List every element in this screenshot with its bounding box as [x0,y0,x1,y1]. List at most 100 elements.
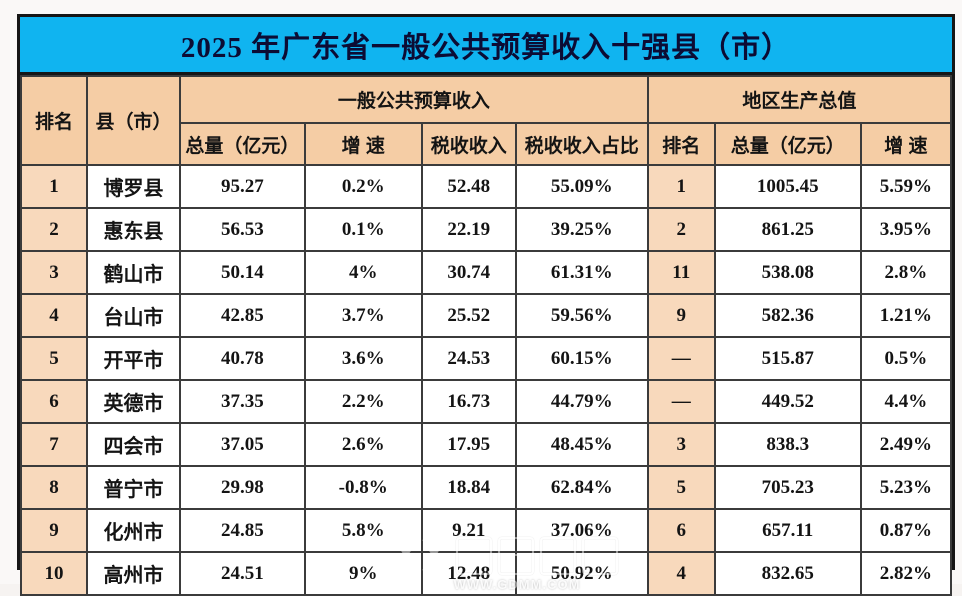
cell-growth: 5.8% [303,508,423,553]
cell-total: 37.35 [179,379,306,424]
header-total: 总量（亿元） [179,122,306,166]
group-header-revenue: 一般公共预算收入 [179,75,649,124]
cell-gdp-total: 832.65 [713,551,862,596]
table-sheet: 2025 年广东省一般公共预算收入十强县（市） 排名 县（市） 一般公共预算收入 [17,14,955,596]
cell-gdp-rank: 6 [646,508,716,553]
cell-gdp-rank: 5 [646,465,716,510]
cell-total: 37.05 [179,422,306,467]
header-gdp-rank: 排名 [646,122,716,166]
cell-gdp-growth: 4.4% [859,379,953,424]
cell-rank: 1 [19,164,89,209]
cell-growth: 4% [303,250,423,295]
cell-county: 英德市 [86,379,182,424]
table-body: 1 博罗县 95.27 0.2% 52.48 55.09% 1 1005.45 5.59% 2 惠东… [19,164,953,596]
cell-county: 化州市 [86,508,182,553]
cell-rank: 5 [19,336,89,381]
cell-total: 24.51 [179,551,306,596]
cell-gdp-rank: 4 [646,551,716,596]
cell-gdp-total: 449.52 [713,379,862,424]
cell-total: 42.85 [179,293,306,338]
table-row: 1 博罗县 95.27 0.2% 52.48 55.09% 1 1005.45 5.59% [19,164,953,209]
cell-tax: 17.95 [420,422,517,467]
cell-gdp-growth: 1.21% [859,293,953,338]
cell-tax: 9.21 [420,508,517,553]
cell-total: 29.98 [179,465,306,510]
cell-tax: 52.48 [420,164,517,209]
cell-gdp-growth: 3.95% [859,207,953,252]
cell-growth: -0.8% [303,465,423,510]
budget-ranking-table: 排名 县（市） 一般公共预算收入 地区生产总值 总量（亿元） 增 速 税收收入 … [19,75,953,596]
cell-tax-share: 62.84% [514,465,649,510]
cell-gdp-growth: 2.8% [859,250,953,295]
screenshot-root: 2025 年广东省一般公共预算收入十强县（市） 排名 县（市） 一般公共预算收入 [17,14,955,596]
cell-county: 惠东县 [86,207,182,252]
cell-tax: 25.52 [420,293,517,338]
cell-tax: 16.73 [420,379,517,424]
cell-tax-share: 50.92% [514,551,649,596]
cell-tax: 24.53 [420,336,517,381]
cell-total: 56.53 [179,207,306,252]
cell-rank: 6 [19,379,89,424]
header-tax: 税收收入 [420,122,517,166]
table-row: 9 化州市 24.85 5.8% 9.21 37.06% 6 657.11 0.87% [19,508,953,553]
header-county: 县（市） [86,75,182,166]
cell-county: 四会市 [86,422,182,467]
cell-growth: 0.2% [303,164,423,209]
cell-rank: 2 [19,207,89,252]
cell-tax-share: 48.45% [514,422,649,467]
sub-header-row: 总量（亿元） 增 速 税收收入 税收收入占比 排名 总量（亿元） 增 速 [21,122,953,166]
table-row: 8 普宁市 29.98 -0.8% 18.84 62.84% 5 705.23 5.23% [19,465,953,510]
cell-tax-share: 60.15% [514,336,649,381]
table-header: 排名 县（市） 一般公共预算收入 地区生产总值 总量（亿元） 增 速 税收收入 … [19,75,953,166]
cell-gdp-rank: — [646,336,716,381]
table-row: 6 英德市 37.35 2.2% 16.73 44.79% —449.52 4.4% [19,379,953,424]
cell-rank: 8 [19,465,89,510]
cell-gdp-rank: 11 [646,250,716,295]
cell-gdp-growth: 5.23% [859,465,953,510]
page-title: 2025 年广东省一般公共预算收入十强县（市） [180,31,792,64]
cell-gdp-rank: 1 [646,164,716,209]
cell-tax: 22.19 [420,207,517,252]
cell-rank: 3 [19,250,89,295]
cell-growth: 3.7% [303,293,423,338]
cell-gdp-growth: 0.5% [859,336,953,381]
header-growth: 增 速 [303,122,423,166]
cell-gdp-total: 838.3 [713,422,862,467]
cell-gdp-rank: 3 [646,422,716,467]
cell-gdp-rank: 9 [646,293,716,338]
cell-tax-share: 39.25% [514,207,649,252]
cell-gdp-total: 657.11 [713,508,862,553]
table-row: 2 惠东县 56.53 0.1% 22.19 39.25% 2 861.25 3.95% [19,207,953,252]
cell-total: 24.85 [179,508,306,553]
cell-total: 40.78 [179,336,306,381]
cell-tax: 30.74 [420,250,517,295]
table-row: 3 鹤山市 50.14 4% 30.74 61.31% 11 538.08 2.8% [19,250,953,295]
cell-growth: 2.6% [303,422,423,467]
cell-total: 50.14 [179,250,306,295]
cell-tax-share: 55.09% [514,164,649,209]
cell-gdp-total: 861.25 [713,207,862,252]
header-gdp-growth: 增 速 [859,122,953,166]
cell-rank: 7 [19,422,89,467]
cell-growth: 9% [303,551,423,596]
cell-gdp-total: 1005.45 [713,164,862,209]
group-header-row: 排名 县（市） 一般公共预算收入 地区生产总值 [19,75,953,166]
cell-gdp-growth: 2.49% [859,422,953,467]
cell-county: 台山市 [86,293,182,338]
table-row: 10 高州市 24.51 9% 12.48 50.92% 4 832.65 2.82% [19,551,953,596]
header-tax-share: 税收收入占比 [514,122,649,166]
cell-gdp-rank: — [646,379,716,424]
cell-gdp-growth: 5.59% [859,164,953,209]
cell-tax-share: 61.31% [514,250,649,295]
cell-gdp-growth: 2.82% [859,551,953,596]
cell-county: 高州市 [86,551,182,596]
cell-tax-share: 59.56% [514,293,649,338]
cell-tax-share: 37.06% [514,508,649,553]
cell-gdp-rank: 2 [646,207,716,252]
table-row: 5 开平市 40.78 3.6% 24.53 60.15% —515.87 0.5% [19,336,953,381]
title-banner: 2025 年广东省一般公共预算收入十强县（市） [20,17,952,75]
cell-growth: 0.1% [303,207,423,252]
cell-county: 普宁市 [86,465,182,510]
cell-growth: 3.6% [303,336,423,381]
cell-rank: 10 [19,551,89,596]
